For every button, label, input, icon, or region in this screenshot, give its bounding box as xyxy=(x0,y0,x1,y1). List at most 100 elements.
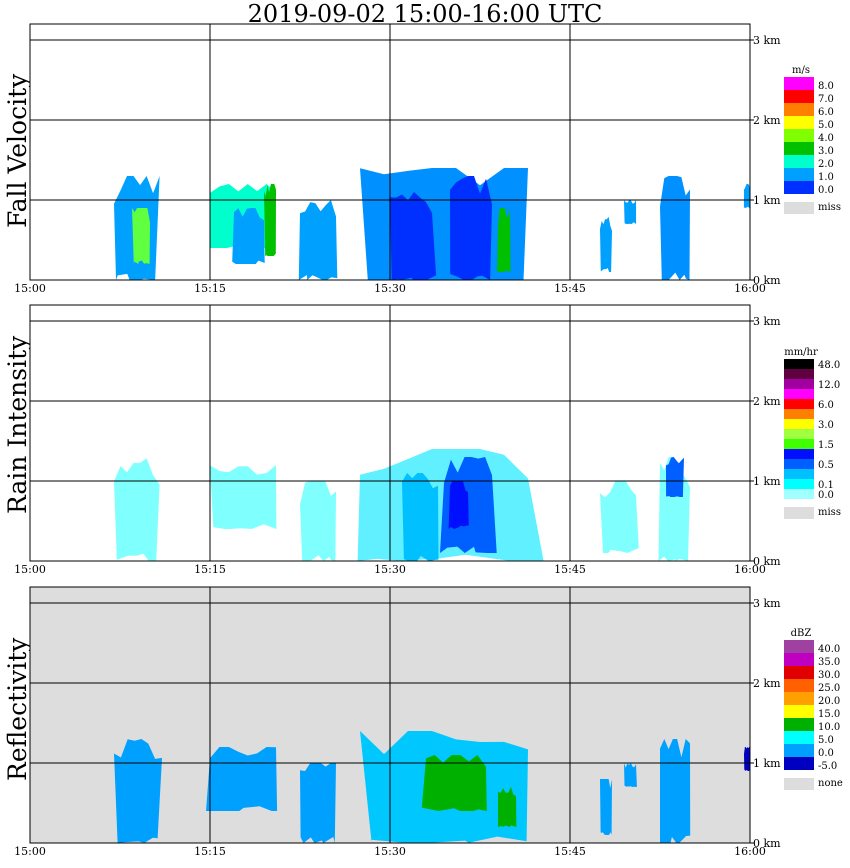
legend-swatch xyxy=(784,469,814,479)
height-tick-label: 1 km xyxy=(753,475,781,488)
legend-label: 0.1 xyxy=(818,480,834,491)
echo-region xyxy=(421,755,487,811)
legend-swatch xyxy=(784,155,814,168)
legend-swatch xyxy=(784,718,814,731)
legend-label: 20.0 xyxy=(818,696,840,707)
legend-label: miss xyxy=(818,202,841,213)
legend-swatch xyxy=(784,653,814,666)
echo-region xyxy=(300,481,336,561)
legend-label: miss xyxy=(818,507,841,518)
echo-region xyxy=(440,457,497,553)
legend-swatch xyxy=(784,679,814,692)
time-tick-label: 16:00 xyxy=(734,563,766,576)
legend-swatch xyxy=(784,369,814,379)
legend-label: 40.0 xyxy=(818,644,840,655)
echo-region xyxy=(660,176,690,280)
panel-rain-intensity: 0 km 1 km 2 km 3 km 15:00 15:15 15:30 15:45 16:0… xyxy=(14,304,841,576)
legend-swatch xyxy=(784,77,814,90)
legend-label: 15.0 xyxy=(818,709,840,720)
legend-label: 6.0 xyxy=(818,400,834,411)
echo-region xyxy=(624,763,637,787)
height-tick-label: 0 km xyxy=(753,837,781,850)
legend-swatch xyxy=(784,419,814,429)
echo-region xyxy=(390,192,437,280)
legend-swatch xyxy=(784,90,814,103)
legend-label: none xyxy=(818,778,843,789)
legend-label: 4.0 xyxy=(818,133,834,144)
echo-region xyxy=(450,176,492,280)
legend-label: 5.0 xyxy=(818,120,834,131)
legend-swatch xyxy=(784,379,814,389)
time-tick-label: 15:15 xyxy=(194,845,226,858)
plot-frame xyxy=(29,23,751,281)
legend-units: dBZ xyxy=(791,628,812,639)
height-tick-label: 2 km xyxy=(753,395,781,408)
echo-region xyxy=(114,458,160,561)
legend-label: 48.0 xyxy=(818,360,840,371)
echo-region xyxy=(743,184,751,208)
legend-label: 25.0 xyxy=(818,683,840,694)
legend-label: 2.0 xyxy=(818,159,834,170)
time-tick-label: 15:45 xyxy=(554,563,586,576)
height-tick-label: 2 km xyxy=(753,677,781,690)
echo-region xyxy=(666,457,684,497)
legend-swatch xyxy=(784,103,814,116)
legend-swatch xyxy=(784,666,814,679)
legend-swatch xyxy=(784,168,814,181)
panel-fall-velocity: 0 km 1 km 2 km 3 km 15:00 15:15 15:30 15:45 16:0… xyxy=(14,23,841,295)
legend-units: m/s xyxy=(792,65,810,76)
legend-swatch xyxy=(784,459,814,469)
legend-swatch xyxy=(784,429,814,439)
time-tick-label: 15:00 xyxy=(14,845,46,858)
legend-swatch xyxy=(784,181,814,194)
legend-label: 30.0 xyxy=(818,670,840,681)
echo-region xyxy=(448,481,469,529)
legend-label: 10.0 xyxy=(818,722,840,733)
legend-swatch xyxy=(784,116,814,129)
legend-swatch xyxy=(784,449,814,459)
echo-region xyxy=(497,787,517,827)
time-tick-label: 15:00 xyxy=(14,282,46,295)
echo-region xyxy=(298,200,338,280)
time-tick-label: 15:15 xyxy=(194,282,226,295)
echo-region xyxy=(232,208,265,264)
echo-region xyxy=(600,216,612,272)
legend-label: -5.0 xyxy=(818,761,837,772)
legend-label: 0.0 xyxy=(818,185,834,196)
legend-swatch xyxy=(784,744,814,757)
echo-region xyxy=(624,200,637,224)
echo-region xyxy=(600,779,612,835)
time-tick-label: 15:30 xyxy=(374,845,406,858)
plot-frame xyxy=(29,304,751,562)
legend-swatch xyxy=(784,142,814,155)
legend-swatch xyxy=(784,757,814,770)
legend-swatch xyxy=(784,439,814,449)
echo-region xyxy=(744,747,751,771)
time-tick-label: 15:45 xyxy=(554,282,586,295)
legend-swatch xyxy=(784,359,814,369)
plot-frame xyxy=(29,586,751,844)
legend-label: 0.0 xyxy=(818,490,834,501)
panel-reflectivity: 0 km 1 km 2 km 3 km 15:00 15:15 15:30 15:45 16:0… xyxy=(14,586,843,858)
legend-swatch xyxy=(784,409,814,419)
legend-label: 5.0 xyxy=(818,735,834,746)
legend-swatch xyxy=(784,731,814,744)
time-tick-label: 16:00 xyxy=(734,282,766,295)
legend-label: 1.5 xyxy=(818,440,834,451)
time-tick-label: 15:30 xyxy=(374,563,406,576)
legend-label: 1.0 xyxy=(818,172,834,183)
legend-label: 7.0 xyxy=(818,94,834,105)
time-tick-label: 15:30 xyxy=(374,282,406,295)
echo-region xyxy=(132,208,150,264)
legend-label: 3.0 xyxy=(818,146,834,157)
legend-label: 6.0 xyxy=(818,107,834,118)
legend-swatch xyxy=(784,399,814,409)
echo-region xyxy=(497,208,511,272)
echo-region xyxy=(206,747,278,811)
time-tick-label: 15:15 xyxy=(194,563,226,576)
time-tick-label: 15:00 xyxy=(14,563,46,576)
legend-swatch xyxy=(784,389,814,399)
chart-title: 2019-09-02 15:00-16:00 UTC xyxy=(247,0,603,28)
